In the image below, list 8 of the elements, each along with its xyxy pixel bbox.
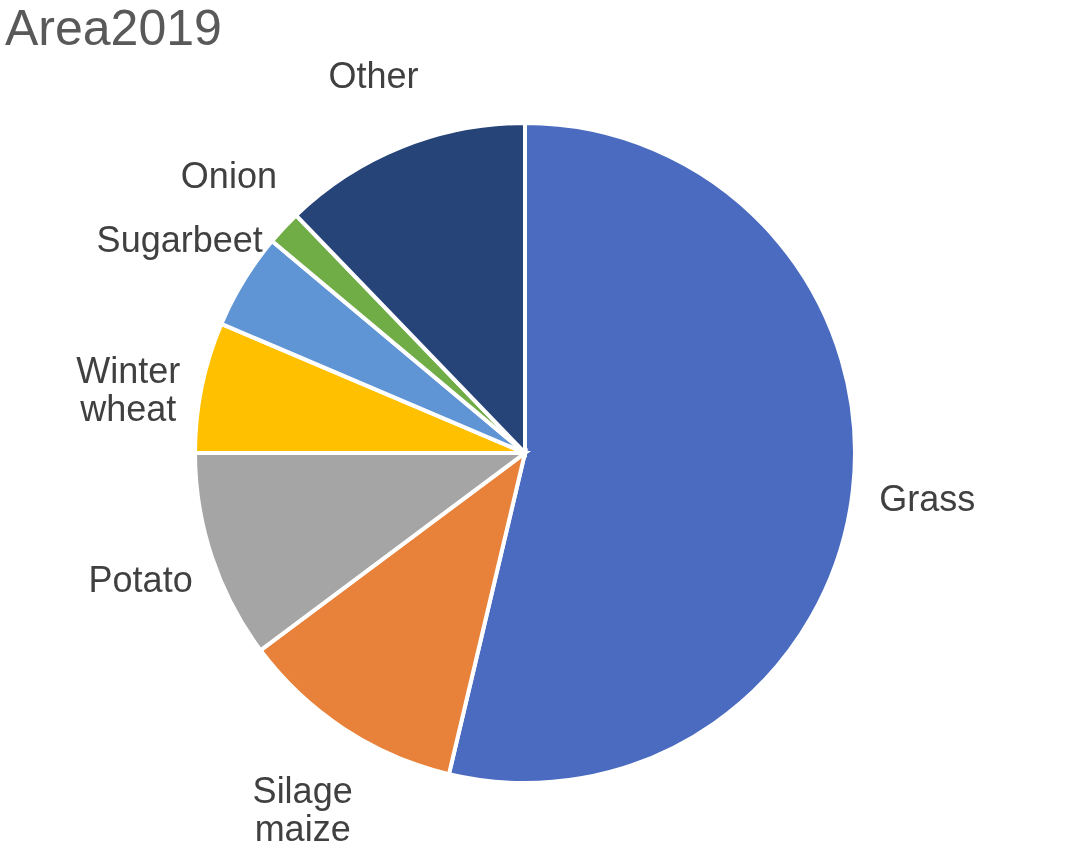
slice-label: Onion [180, 154, 277, 196]
slice-label: Grass [879, 477, 976, 519]
slice-label: Silage maize [252, 769, 353, 849]
chart-title: Area2019 [5, 0, 222, 57]
slice-label: Sugarbeet [96, 219, 263, 261]
slice-label: Winter wheat [76, 350, 181, 430]
slice-label: Other [328, 55, 419, 97]
slice-label: Potato [88, 558, 193, 600]
